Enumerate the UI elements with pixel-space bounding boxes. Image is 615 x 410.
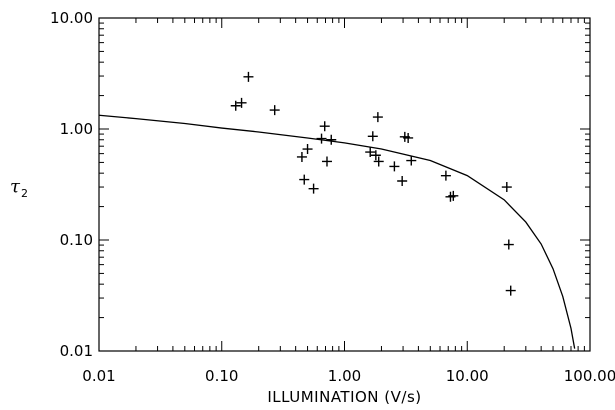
data-point-plus	[373, 156, 384, 167]
data-point-plus	[370, 150, 381, 161]
data-point-plus	[440, 170, 451, 181]
data-point-plus	[406, 155, 417, 166]
x-tick-label: 0.10	[205, 367, 238, 385]
data-point-plus	[389, 161, 400, 172]
data-point-plus	[302, 144, 313, 155]
data-point-plus	[503, 239, 514, 250]
data-point-plus	[230, 100, 241, 111]
data-point-plus	[505, 285, 516, 296]
data-points	[230, 71, 516, 296]
y-axis-title-subscript: 2	[21, 187, 28, 200]
data-point-plus	[397, 176, 408, 187]
axis-tick-labels: 0.01 0.10 1.00 10.00 100.00 0.01 0.10 1.00 10.00	[50, 9, 615, 385]
data-point-plus	[326, 134, 337, 145]
data-point-plus	[316, 133, 327, 144]
data-point-plus	[367, 131, 378, 142]
data-point-plus	[321, 156, 332, 167]
x-tick-label: 1.00	[328, 367, 361, 385]
y-tick-label: 0.10	[60, 231, 93, 249]
y-axis-title: τ 2	[10, 176, 28, 200]
x-tick-label: 100.00	[564, 367, 615, 385]
y-tick-label: 0.01	[60, 342, 93, 360]
data-point-plus	[403, 132, 414, 143]
data-point-plus	[243, 71, 254, 82]
data-point-plus	[269, 105, 280, 116]
data-point-plus	[296, 151, 307, 162]
data-point-plus	[299, 174, 310, 185]
data-point-plus	[308, 183, 319, 194]
y-axis-title-symbol: τ	[10, 176, 21, 197]
data-point-plus	[448, 190, 459, 201]
data-point-plus	[501, 182, 512, 193]
data-point-plus	[319, 121, 330, 132]
x-tick-label: 10.00	[446, 367, 489, 385]
data-point-plus	[372, 112, 383, 123]
plot-frame	[98, 17, 591, 352]
axis-ticks	[98, 18, 590, 352]
x-tick-label: 0.01	[82, 367, 115, 385]
fit-curve	[98, 114, 576, 349]
x-axis-title: ILLUMINATION (V/s)	[267, 388, 421, 406]
y-tick-label: 1.00	[60, 120, 93, 138]
data-point-plus	[236, 97, 247, 108]
y-tick-label: 10.00	[50, 9, 93, 27]
data-point-plus	[365, 147, 376, 158]
